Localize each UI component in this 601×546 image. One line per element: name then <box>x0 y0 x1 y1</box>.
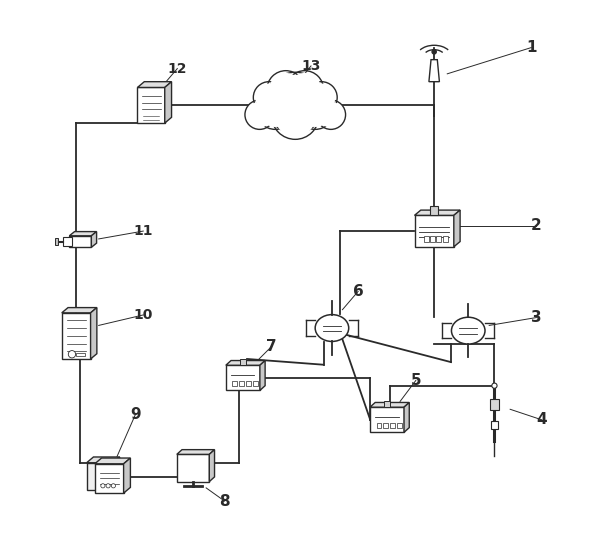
Polygon shape <box>69 232 97 236</box>
Polygon shape <box>253 381 257 386</box>
Circle shape <box>269 73 302 106</box>
Circle shape <box>106 484 110 488</box>
Circle shape <box>308 84 335 111</box>
Text: 7: 7 <box>266 339 277 354</box>
Text: 6: 6 <box>353 284 364 299</box>
Circle shape <box>275 95 316 136</box>
FancyBboxPatch shape <box>491 422 498 429</box>
Polygon shape <box>384 401 390 407</box>
Polygon shape <box>233 381 237 386</box>
Circle shape <box>272 92 319 139</box>
Polygon shape <box>429 60 439 82</box>
Polygon shape <box>390 423 395 428</box>
Text: 11: 11 <box>133 224 153 238</box>
Circle shape <box>111 484 115 488</box>
Circle shape <box>269 76 322 129</box>
Circle shape <box>101 484 105 488</box>
Text: 10: 10 <box>133 308 153 322</box>
Text: 3: 3 <box>531 310 542 325</box>
Circle shape <box>492 383 497 388</box>
Polygon shape <box>397 423 401 428</box>
Circle shape <box>316 100 346 129</box>
Text: 2: 2 <box>531 218 542 233</box>
Polygon shape <box>91 232 97 247</box>
Polygon shape <box>436 236 442 241</box>
Ellipse shape <box>315 314 349 341</box>
Polygon shape <box>454 210 460 247</box>
Polygon shape <box>415 210 460 215</box>
Text: 13: 13 <box>301 59 321 73</box>
Polygon shape <box>240 359 246 365</box>
Circle shape <box>288 73 322 106</box>
Polygon shape <box>239 381 244 386</box>
Text: 9: 9 <box>130 407 141 422</box>
Polygon shape <box>260 360 265 390</box>
Polygon shape <box>138 82 171 87</box>
Polygon shape <box>62 313 91 359</box>
FancyBboxPatch shape <box>490 399 499 411</box>
Circle shape <box>318 102 344 128</box>
Circle shape <box>246 102 272 128</box>
Polygon shape <box>165 82 171 123</box>
Polygon shape <box>63 238 72 246</box>
Polygon shape <box>62 307 97 313</box>
Polygon shape <box>370 407 404 432</box>
Text: 12: 12 <box>168 62 187 75</box>
Polygon shape <box>95 458 130 464</box>
Circle shape <box>306 82 337 113</box>
Polygon shape <box>404 402 409 432</box>
Text: 5: 5 <box>410 373 421 388</box>
Polygon shape <box>209 450 215 482</box>
Polygon shape <box>424 236 429 241</box>
Polygon shape <box>113 457 120 490</box>
Polygon shape <box>177 454 209 482</box>
FancyBboxPatch shape <box>76 353 85 357</box>
Polygon shape <box>69 236 91 247</box>
Text: 1: 1 <box>526 40 536 55</box>
Polygon shape <box>376 423 381 428</box>
Circle shape <box>255 90 295 129</box>
Polygon shape <box>95 464 124 493</box>
Polygon shape <box>124 458 130 493</box>
Polygon shape <box>177 450 215 454</box>
Polygon shape <box>226 360 265 365</box>
Circle shape <box>258 92 293 127</box>
Polygon shape <box>370 402 409 407</box>
Polygon shape <box>415 215 454 247</box>
Circle shape <box>295 90 335 129</box>
Polygon shape <box>87 457 120 463</box>
Polygon shape <box>246 381 251 386</box>
Polygon shape <box>226 365 260 390</box>
Circle shape <box>267 70 305 109</box>
Polygon shape <box>55 239 58 245</box>
Polygon shape <box>430 206 438 215</box>
Circle shape <box>69 351 76 358</box>
Text: 4: 4 <box>536 412 547 428</box>
Circle shape <box>245 100 274 129</box>
Circle shape <box>432 50 436 54</box>
Polygon shape <box>383 423 388 428</box>
Circle shape <box>286 70 323 109</box>
Polygon shape <box>91 307 97 359</box>
Polygon shape <box>442 236 448 241</box>
Circle shape <box>297 92 333 127</box>
Circle shape <box>255 84 283 111</box>
Ellipse shape <box>451 317 485 344</box>
Circle shape <box>254 82 285 113</box>
Circle shape <box>265 72 326 133</box>
Text: 8: 8 <box>219 494 230 508</box>
Polygon shape <box>430 236 435 241</box>
Polygon shape <box>87 463 113 490</box>
Polygon shape <box>138 87 165 123</box>
